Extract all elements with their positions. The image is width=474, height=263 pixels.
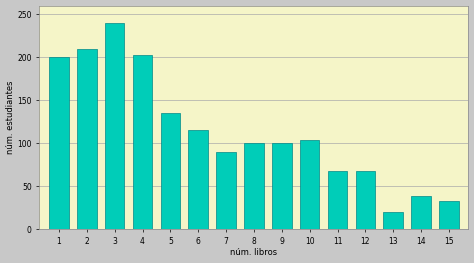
Bar: [383, 212, 403, 229]
Bar: [272, 143, 292, 229]
Bar: [161, 113, 180, 229]
Bar: [244, 143, 264, 229]
Bar: [216, 152, 236, 229]
Y-axis label: núm. estudiantes: núm. estudiantes: [6, 80, 15, 154]
Bar: [328, 171, 347, 229]
Bar: [77, 49, 97, 229]
Bar: [189, 130, 208, 229]
Bar: [356, 171, 375, 229]
Bar: [439, 201, 459, 229]
Bar: [411, 196, 431, 229]
Bar: [300, 140, 319, 229]
X-axis label: núm. libros: núm. libros: [230, 249, 277, 257]
Bar: [49, 57, 69, 229]
Bar: [133, 55, 152, 229]
Bar: [105, 23, 125, 229]
